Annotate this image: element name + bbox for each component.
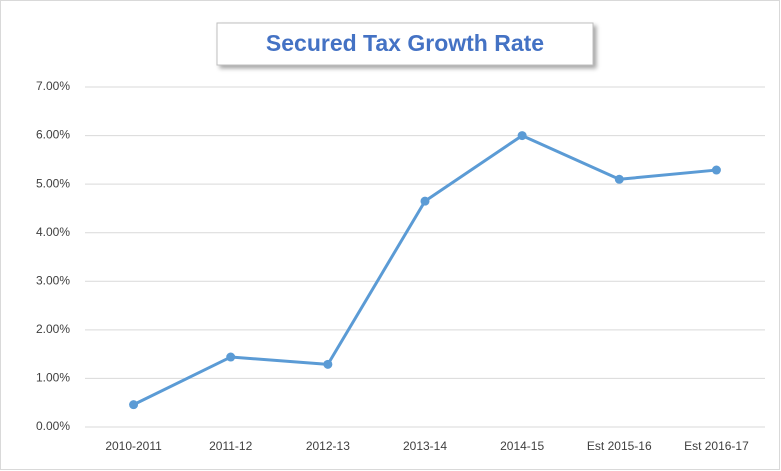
y-tick-label: 5.00% xyxy=(36,176,70,190)
point xyxy=(129,400,139,410)
y-tick-label: 7.00% xyxy=(36,79,70,93)
x-tick-label: 2011-12 xyxy=(209,439,252,453)
y-tick-label: 2.00% xyxy=(36,322,70,336)
point xyxy=(226,352,236,362)
y-tick-label: 4.00% xyxy=(36,225,70,239)
point xyxy=(323,359,333,369)
x-tick-label: Est 2015-16 xyxy=(587,439,652,453)
point xyxy=(420,196,430,206)
x-tick-label: 2012-13 xyxy=(306,439,350,453)
x-tick-label: Est 2016-17 xyxy=(684,439,749,453)
point xyxy=(711,165,721,175)
y-tick-label: 3.00% xyxy=(36,273,70,287)
x-tick-label: 2014-15 xyxy=(500,439,544,453)
point xyxy=(614,174,624,184)
title-box xyxy=(216,22,594,66)
x-tick-label: 2010-2011 xyxy=(105,439,162,453)
point xyxy=(517,131,527,141)
y-tick-label: 0.00% xyxy=(36,419,70,433)
y-tick-label: 6.00% xyxy=(36,128,70,142)
chart-title: Secured Tax Growth Rate xyxy=(266,30,544,56)
x-tick-label: 2013-14 xyxy=(403,439,447,453)
y-tick-label: 1.00% xyxy=(36,371,70,385)
